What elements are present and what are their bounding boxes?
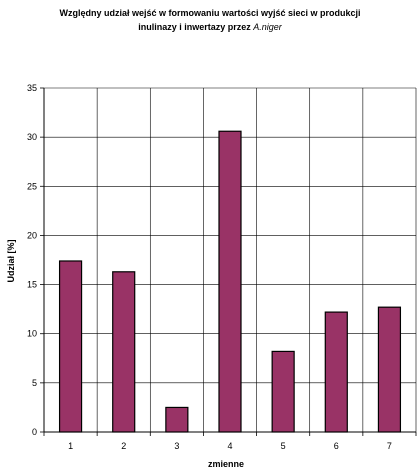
y-tick-label: 30 (27, 132, 37, 142)
y-axis-label: Udział [%] (6, 239, 16, 282)
y-tick-label: 35 (27, 83, 37, 93)
axis-layer (40, 87, 417, 436)
bar-6 (324, 311, 348, 433)
bar-5 (271, 350, 295, 433)
bar-2 (112, 271, 136, 433)
x-tick-label: 2 (121, 441, 126, 451)
bar-7 (377, 306, 402, 433)
bar-1 (58, 260, 83, 433)
y-tick-label: 5 (32, 378, 37, 388)
x-axis-label: zmienne (208, 459, 244, 469)
bar-3 (165, 406, 189, 433)
y-tick-label: 10 (27, 329, 37, 339)
bar-layer (58, 130, 402, 433)
y-tick-label: 25 (27, 181, 37, 191)
chart-title-line-2-main: inulinazy i inwertazy przez (138, 22, 253, 32)
x-tick-label: 3 (174, 441, 179, 451)
x-tick-label: 5 (281, 441, 286, 451)
x-tick-label: 6 (334, 441, 339, 451)
x-tick-label: 1 (68, 441, 73, 451)
y-tick-label: 20 (27, 230, 37, 240)
x-tick-label: 4 (227, 441, 232, 451)
y-tick-label: 0 (32, 427, 37, 437)
x-tick-label: 7 (387, 441, 392, 451)
label-layer: 0 5 10 15 20 25 30 35 1 2 3 4 5 6 7 (27, 83, 392, 451)
y-tick-label: 15 (27, 280, 37, 290)
chart-title-line-2-italic: A.niger (252, 22, 283, 32)
chart-title-line-2: inulinazy i inwertazy przez A.niger (138, 22, 283, 32)
bar-4 (218, 130, 242, 433)
chart-title-line-1: Względny udział wejść w formowaniu warto… (59, 8, 360, 18)
